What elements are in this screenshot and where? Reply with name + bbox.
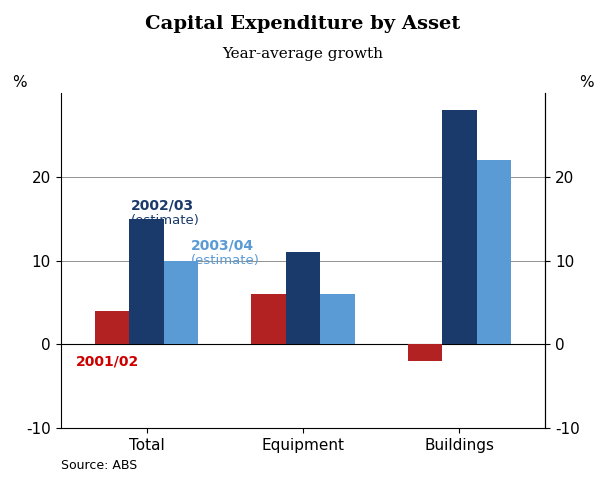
Bar bbox=[164, 261, 198, 344]
Bar bbox=[130, 219, 164, 344]
Text: %: % bbox=[579, 75, 594, 90]
Text: %: % bbox=[12, 75, 27, 90]
Bar bbox=[408, 344, 442, 361]
Bar bbox=[442, 110, 476, 344]
Text: 2002/03: 2002/03 bbox=[131, 198, 194, 212]
Text: Source: ABS: Source: ABS bbox=[61, 460, 137, 472]
Bar bbox=[286, 252, 320, 344]
Text: 2003/04: 2003/04 bbox=[190, 239, 253, 252]
Text: Capital Expenditure by Asset: Capital Expenditure by Asset bbox=[145, 15, 461, 33]
Bar bbox=[251, 294, 286, 344]
Bar bbox=[476, 160, 511, 344]
Text: 2001/02: 2001/02 bbox=[76, 354, 139, 369]
Text: Year-average growth: Year-average growth bbox=[222, 47, 384, 61]
Bar bbox=[320, 294, 355, 344]
Text: (estimate): (estimate) bbox=[131, 215, 200, 227]
Bar bbox=[95, 311, 130, 344]
Text: (estimate): (estimate) bbox=[190, 254, 259, 268]
